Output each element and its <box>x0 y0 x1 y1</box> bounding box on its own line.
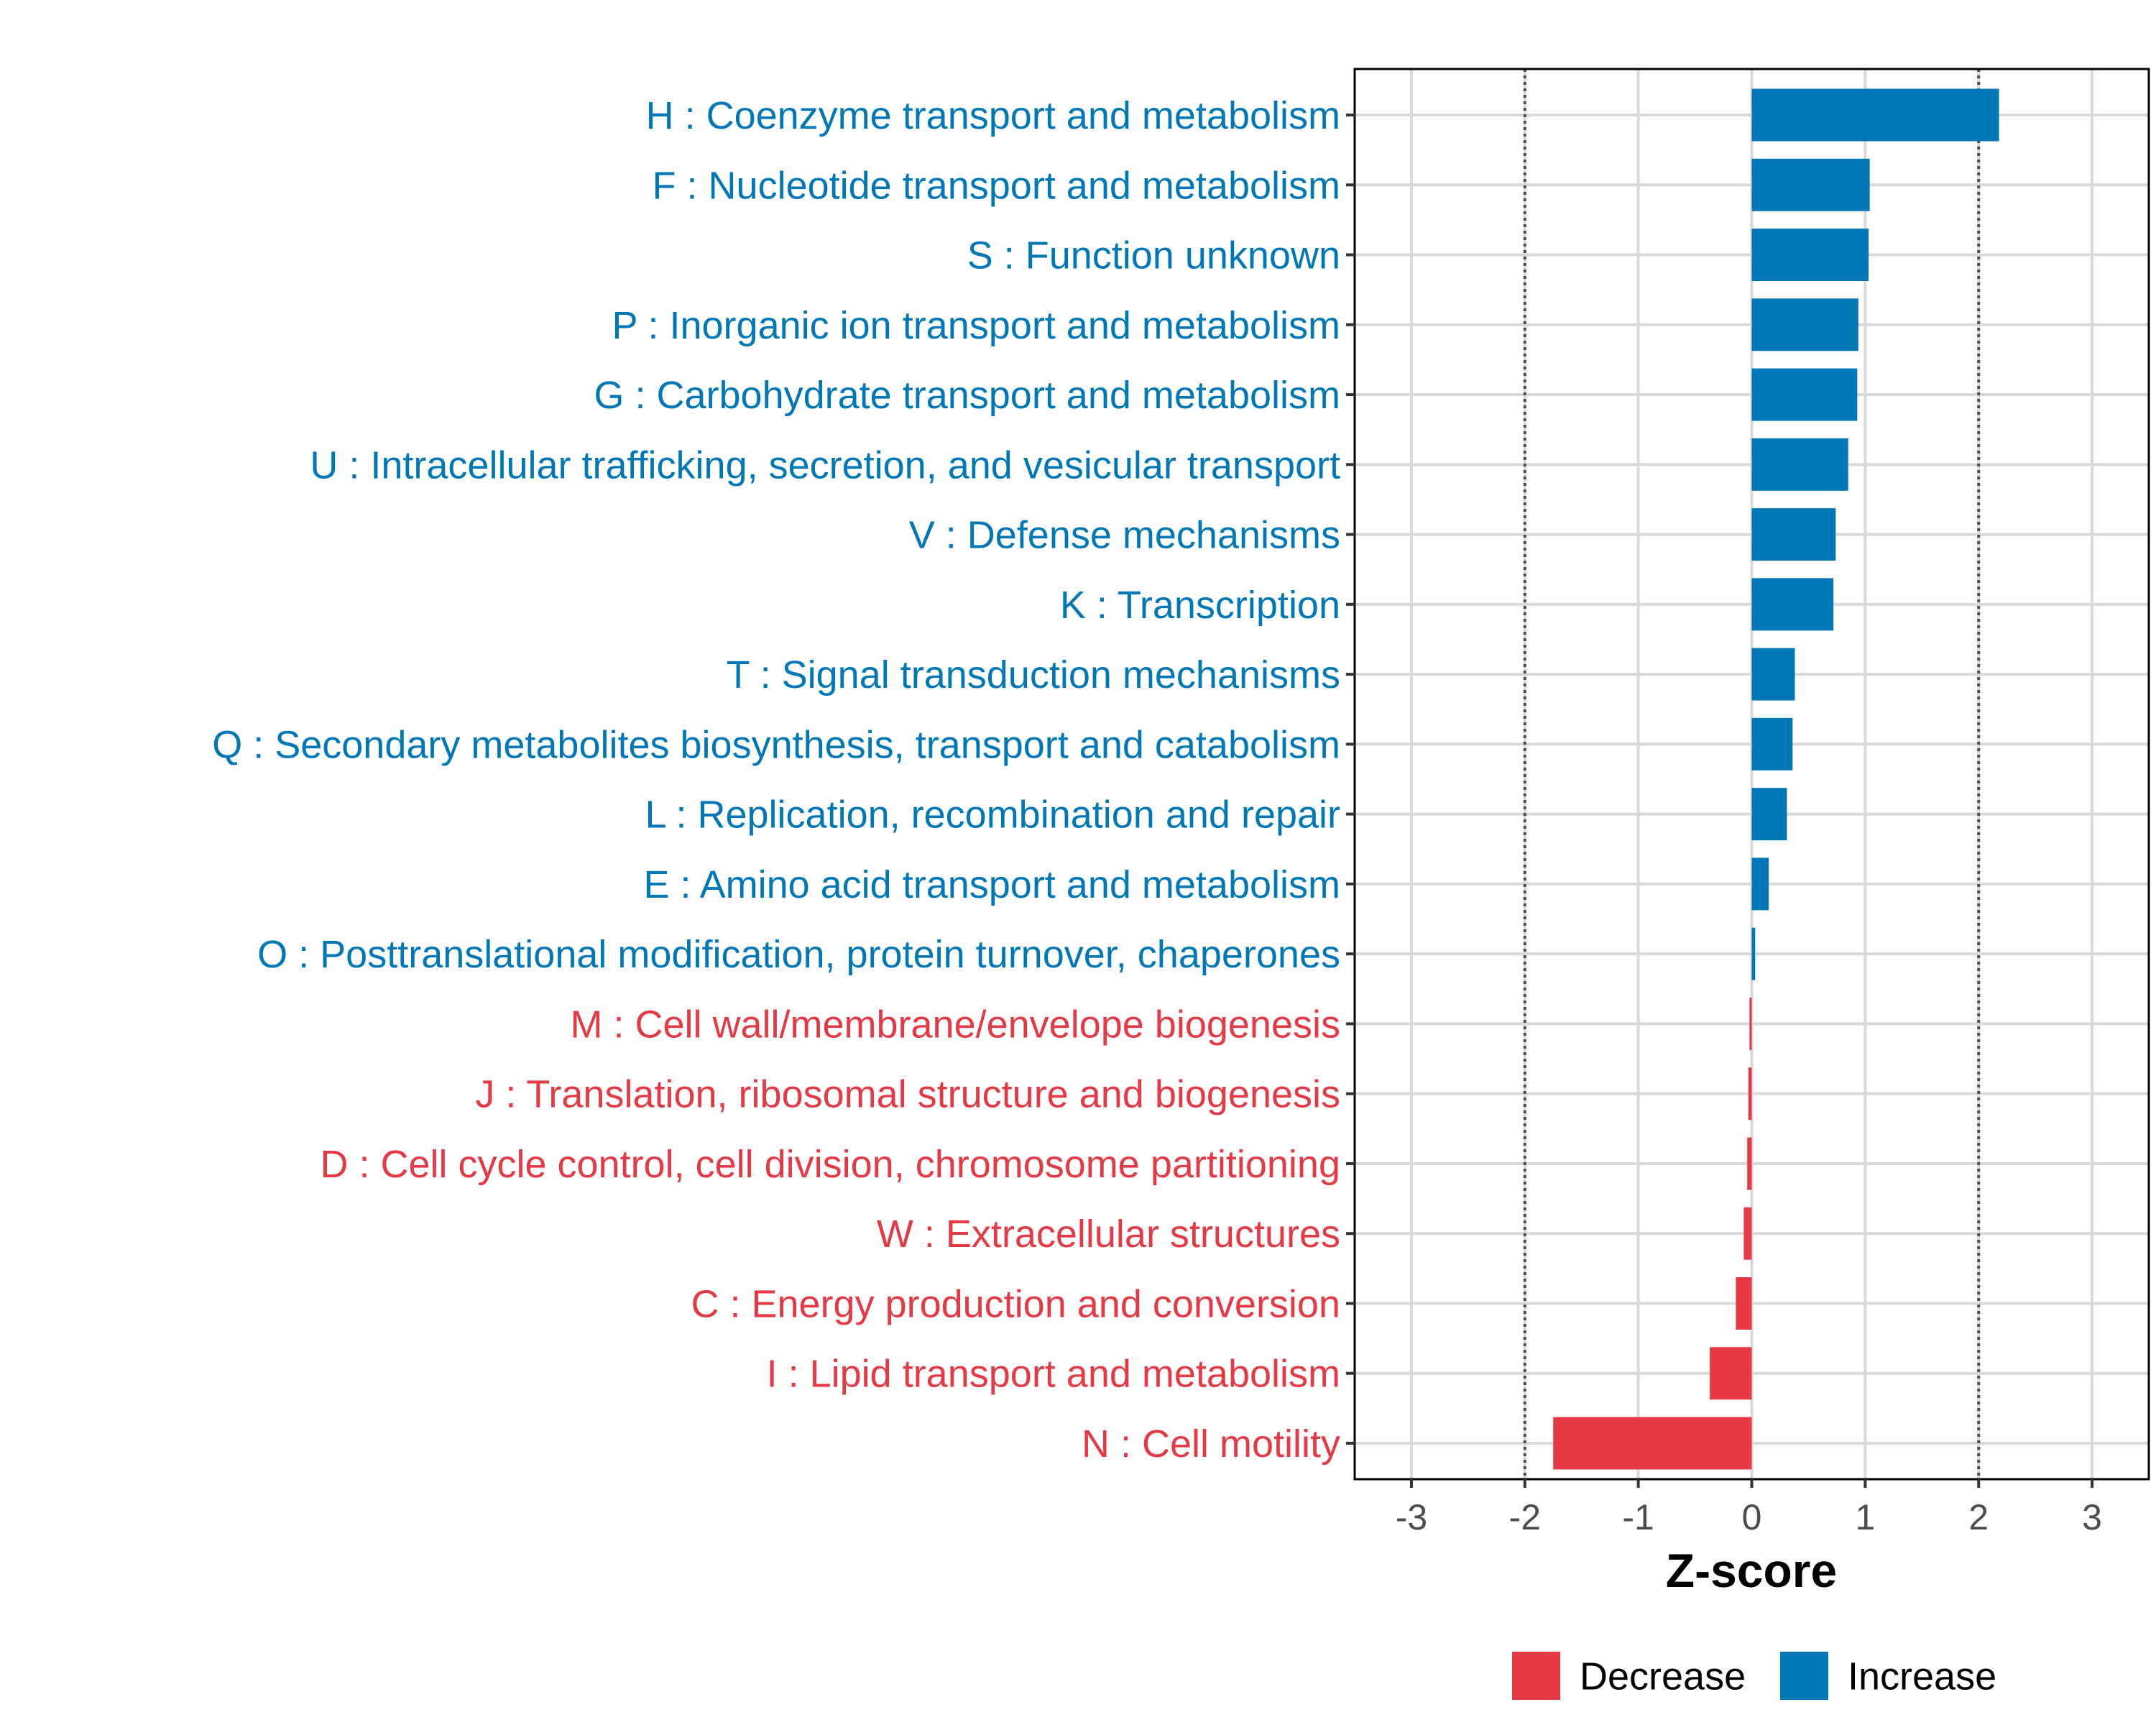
bar <box>1751 368 1858 421</box>
bar <box>1736 1277 1752 1330</box>
y-tick-label: W : Extracellular structures <box>877 1213 1340 1256</box>
bar <box>1751 788 1787 841</box>
bar <box>1748 1067 1752 1121</box>
legend-label: Decrease <box>1580 1655 1746 1698</box>
y-tick-label: I : Lipid transport and metabolism <box>767 1353 1340 1396</box>
y-tick-label: F : Nucleotide transport and metabolism <box>653 164 1340 207</box>
legend-key <box>1512 1652 1560 1700</box>
bar <box>1751 857 1769 911</box>
y-tick-label: K : Transcription <box>1060 584 1340 627</box>
bar <box>1710 1347 1752 1400</box>
y-tick-label: D : Cell cycle control, cell division, c… <box>320 1143 1340 1186</box>
y-tick-label: V : Defense mechanisms <box>909 514 1340 557</box>
y-tick-label: E : Amino acid transport and metabolism <box>644 863 1340 906</box>
y-tick-label: Q : Secondary metabolites biosynthesis, … <box>212 723 1340 766</box>
bar <box>1751 927 1756 980</box>
x-tick-label: 2 <box>1968 1497 1989 1537</box>
x-axis: -3 -2 -1 0 1 2 3 <box>1396 1479 2102 1537</box>
x-tick-label: 3 <box>2082 1497 2102 1537</box>
y-tick-label: G : Carbohydrate transport and metabolis… <box>594 374 1341 417</box>
y-tick-label: U : Intracellular trafficking, secretion… <box>310 443 1340 487</box>
x-tick-label: 0 <box>1742 1497 1762 1537</box>
y-tick-label: H : Coenzyme transport and metabolism <box>646 94 1340 137</box>
bar <box>1751 578 1834 631</box>
bar <box>1553 1417 1752 1470</box>
bar <box>1751 717 1793 770</box>
x-axis-title: Z-score <box>1666 1544 1837 1597</box>
x-tick-label: -3 <box>1396 1497 1427 1537</box>
y-axis: H : Coenzyme transport and metabolism F :… <box>212 94 1355 1466</box>
legend-key <box>1780 1652 1828 1700</box>
legend: Decrease Increase <box>1512 1652 1996 1700</box>
y-tick-label: C : Energy production and conversion <box>691 1282 1340 1325</box>
legend-item: Decrease <box>1512 1652 1746 1700</box>
bar <box>1751 88 1999 142</box>
y-tick-label: S : Function unknown <box>967 234 1340 277</box>
bar <box>1751 648 1795 701</box>
bar <box>1751 298 1858 351</box>
bars <box>1553 88 1999 1470</box>
bar <box>1751 229 1869 281</box>
reference-lines <box>1523 69 1981 1479</box>
bar <box>1751 508 1836 561</box>
legend-label: Increase <box>1848 1655 1996 1698</box>
y-tick-label: J : Translation, ribosomal structure and… <box>475 1073 1340 1116</box>
bar <box>1743 1207 1752 1260</box>
y-tick-label: L : Replication, recombination and repai… <box>645 794 1340 837</box>
y-tick-label: M : Cell wall/membrane/envelope biogenes… <box>570 1003 1340 1046</box>
bar <box>1751 438 1848 491</box>
x-tick-label: -1 <box>1622 1497 1654 1537</box>
bar <box>1747 1137 1752 1190</box>
y-tick-label: N : Cell motility <box>1082 1422 1340 1466</box>
y-tick-label: P : Inorganic ion transport and metaboli… <box>612 304 1340 347</box>
y-tick-label: T : Signal transduction mechanisms <box>727 653 1340 696</box>
y-tick-label: O : Posttranslational modification, prot… <box>257 933 1340 976</box>
x-tick-label: -2 <box>1509 1497 1541 1537</box>
bar <box>1749 997 1752 1050</box>
x-tick-label: 1 <box>1855 1497 1875 1537</box>
bar <box>1751 158 1870 211</box>
legend-item: Increase <box>1780 1652 1996 1700</box>
